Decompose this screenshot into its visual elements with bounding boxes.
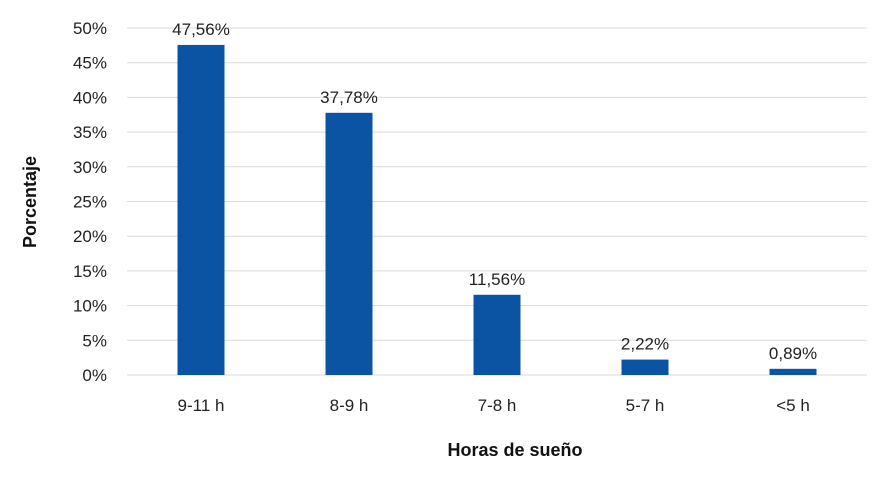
x-tick-label: 8-9 h — [330, 396, 369, 415]
y-tick-label: 10% — [73, 297, 107, 316]
y-tick-label: 20% — [73, 227, 107, 246]
data-label: 37,78% — [320, 88, 378, 107]
data-labels: 47,56% 37,78% 11,56% 2,22% 0,89% — [172, 20, 817, 363]
y-tick-label: 30% — [73, 158, 107, 177]
gridlines — [127, 27, 867, 376]
bar — [621, 359, 669, 375]
data-label: 0,89% — [769, 344, 817, 363]
data-label: 47,56% — [172, 20, 230, 39]
y-axis-title: Porcentaje — [20, 156, 40, 248]
x-tick-label: 7-8 h — [478, 396, 517, 415]
y-tick-label: 5% — [82, 331, 107, 350]
x-axis-ticks: 9-11 h 8-9 h 7-8 h 5-7 h <5 h — [178, 396, 810, 415]
bars — [177, 44, 817, 376]
y-tick-label: 15% — [73, 262, 107, 281]
bar — [473, 294, 521, 375]
y-tick-label: 45% — [73, 54, 107, 73]
y-tick-label: 0% — [82, 366, 107, 385]
y-tick-label: 35% — [73, 123, 107, 142]
y-axis-ticks: 0% 5% 10% 15% 20% 25% 30% 35% 40% 45% 50% — [73, 19, 107, 385]
y-tick-label: 50% — [73, 19, 107, 38]
x-tick-label: <5 h — [776, 396, 810, 415]
bar — [769, 368, 817, 375]
y-tick-label: 40% — [73, 88, 107, 107]
data-label: 11,56% — [469, 270, 525, 289]
data-label: 2,22% — [621, 335, 669, 354]
x-tick-label: 9-11 h — [178, 396, 225, 415]
y-tick-label: 25% — [73, 193, 107, 212]
x-tick-label: 5-7 h — [626, 396, 665, 415]
bar — [177, 44, 225, 376]
x-axis-title: Horas de sueño — [447, 440, 582, 460]
bar — [325, 112, 373, 376]
